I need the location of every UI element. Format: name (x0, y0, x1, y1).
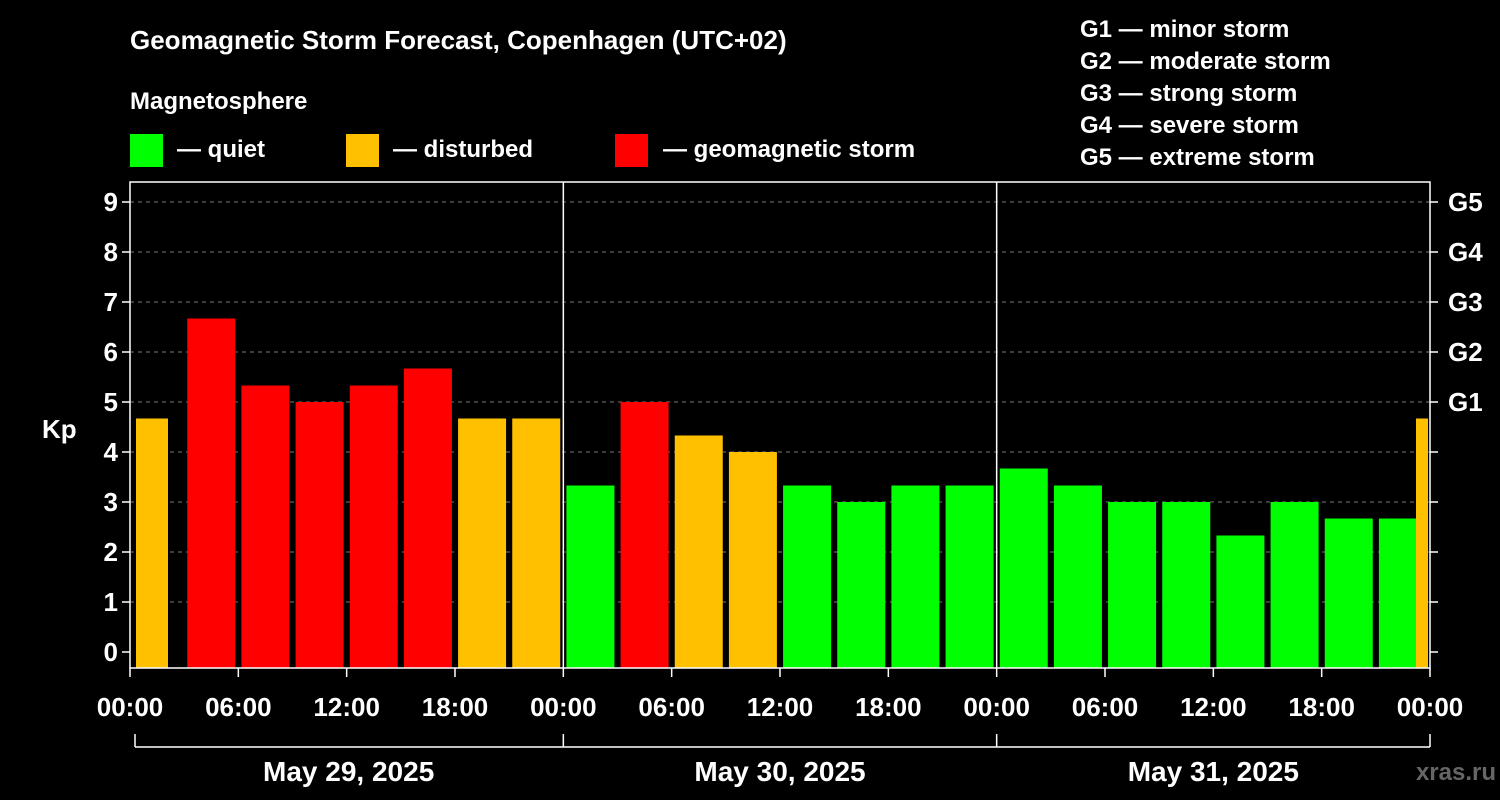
x-tick-label: 12:00 (747, 692, 814, 722)
x-tick-label: 06:00 (638, 692, 705, 722)
kp-bar (891, 485, 940, 668)
legend-label-disturbed: — disturbed (393, 136, 533, 163)
kp-bar (403, 368, 452, 668)
kp-bar (1108, 502, 1157, 668)
y-axis-label: Kp (42, 414, 77, 444)
watermark: xras.ru (1416, 759, 1496, 786)
x-tick-label: 00:00 (1397, 692, 1464, 722)
legend-swatch-storm (615, 134, 648, 167)
legend-label-storm: — geomagnetic storm (663, 136, 915, 163)
y-tick-label: 4 (104, 437, 119, 467)
legend-swatch-disturbed (346, 134, 379, 167)
kp-bar (620, 402, 669, 668)
x-tick-label: 00:00 (530, 692, 597, 722)
x-tick-label: 18:00 (422, 692, 489, 722)
y-tick-label: 1 (104, 587, 118, 617)
chart-title: Geomagnetic Storm Forecast, Copenhagen (… (130, 25, 787, 55)
kp-bar (783, 485, 832, 668)
day-label: May 31, 2025 (1128, 756, 1299, 787)
g-scale-label: G1 (1448, 387, 1483, 417)
kp-bar (999, 468, 1048, 668)
day-label: May 29, 2025 (263, 756, 434, 787)
g-scale-label: G3 (1448, 287, 1483, 317)
x-tick-label: 00:00 (963, 692, 1030, 722)
x-tick-label: 06:00 (205, 692, 272, 722)
g-scale-label: G2 (1448, 337, 1483, 367)
x-tick-label: 18:00 (1288, 692, 1355, 722)
x-tick-label: 00:00 (97, 692, 164, 722)
storm-level-g5: G5 — extreme storm (1080, 144, 1315, 171)
kp-bar (1162, 502, 1211, 668)
kp-bar (1324, 518, 1373, 668)
y-tick-label: 3 (104, 487, 118, 517)
y-tick-label: 9 (104, 187, 118, 217)
x-tick-label: 12:00 (313, 692, 380, 722)
kp-bar (512, 418, 561, 668)
x-tick-label: 12:00 (1180, 692, 1247, 722)
y-tick-label: 5 (104, 387, 118, 417)
kp-bar (1216, 535, 1265, 668)
y-tick-label: 0 (104, 637, 118, 667)
storm-level-g2: G2 — moderate storm (1080, 48, 1331, 75)
y-tick-label: 7 (104, 287, 118, 317)
kp-bar (945, 485, 994, 668)
kp-bar (728, 452, 777, 668)
storm-level-g3: G3 — strong storm (1080, 80, 1297, 107)
kp-bar (349, 385, 398, 668)
magnetosphere-title: Magnetosphere (130, 88, 307, 115)
legend-label-quiet: — quiet (177, 136, 265, 163)
kp-bar (566, 485, 615, 668)
x-tick-label: 06:00 (1072, 692, 1139, 722)
y-tick-label: 2 (104, 537, 118, 567)
legend-swatch-quiet (130, 134, 163, 167)
x-tick-label: 18:00 (855, 692, 922, 722)
kp-bar (187, 318, 236, 668)
kp-bar (837, 502, 886, 668)
day-label: May 30, 2025 (694, 756, 865, 787)
kp-bar (1270, 502, 1319, 668)
kp-bar (1053, 485, 1102, 668)
kp-bar (136, 418, 168, 668)
kp-bar (295, 402, 344, 668)
kp-bar (241, 385, 290, 668)
kp-bar (458, 418, 507, 668)
kp-bar (1416, 418, 1428, 668)
y-tick-label: 6 (104, 337, 118, 367)
kp-bar (674, 435, 723, 668)
g-scale-label: G5 (1448, 187, 1483, 217)
y-tick-label: 8 (104, 237, 118, 267)
g-scale-label: G4 (1448, 237, 1483, 267)
storm-level-g1: G1 — minor storm (1080, 16, 1289, 43)
storm-level-g4: G4 — severe storm (1080, 112, 1299, 139)
